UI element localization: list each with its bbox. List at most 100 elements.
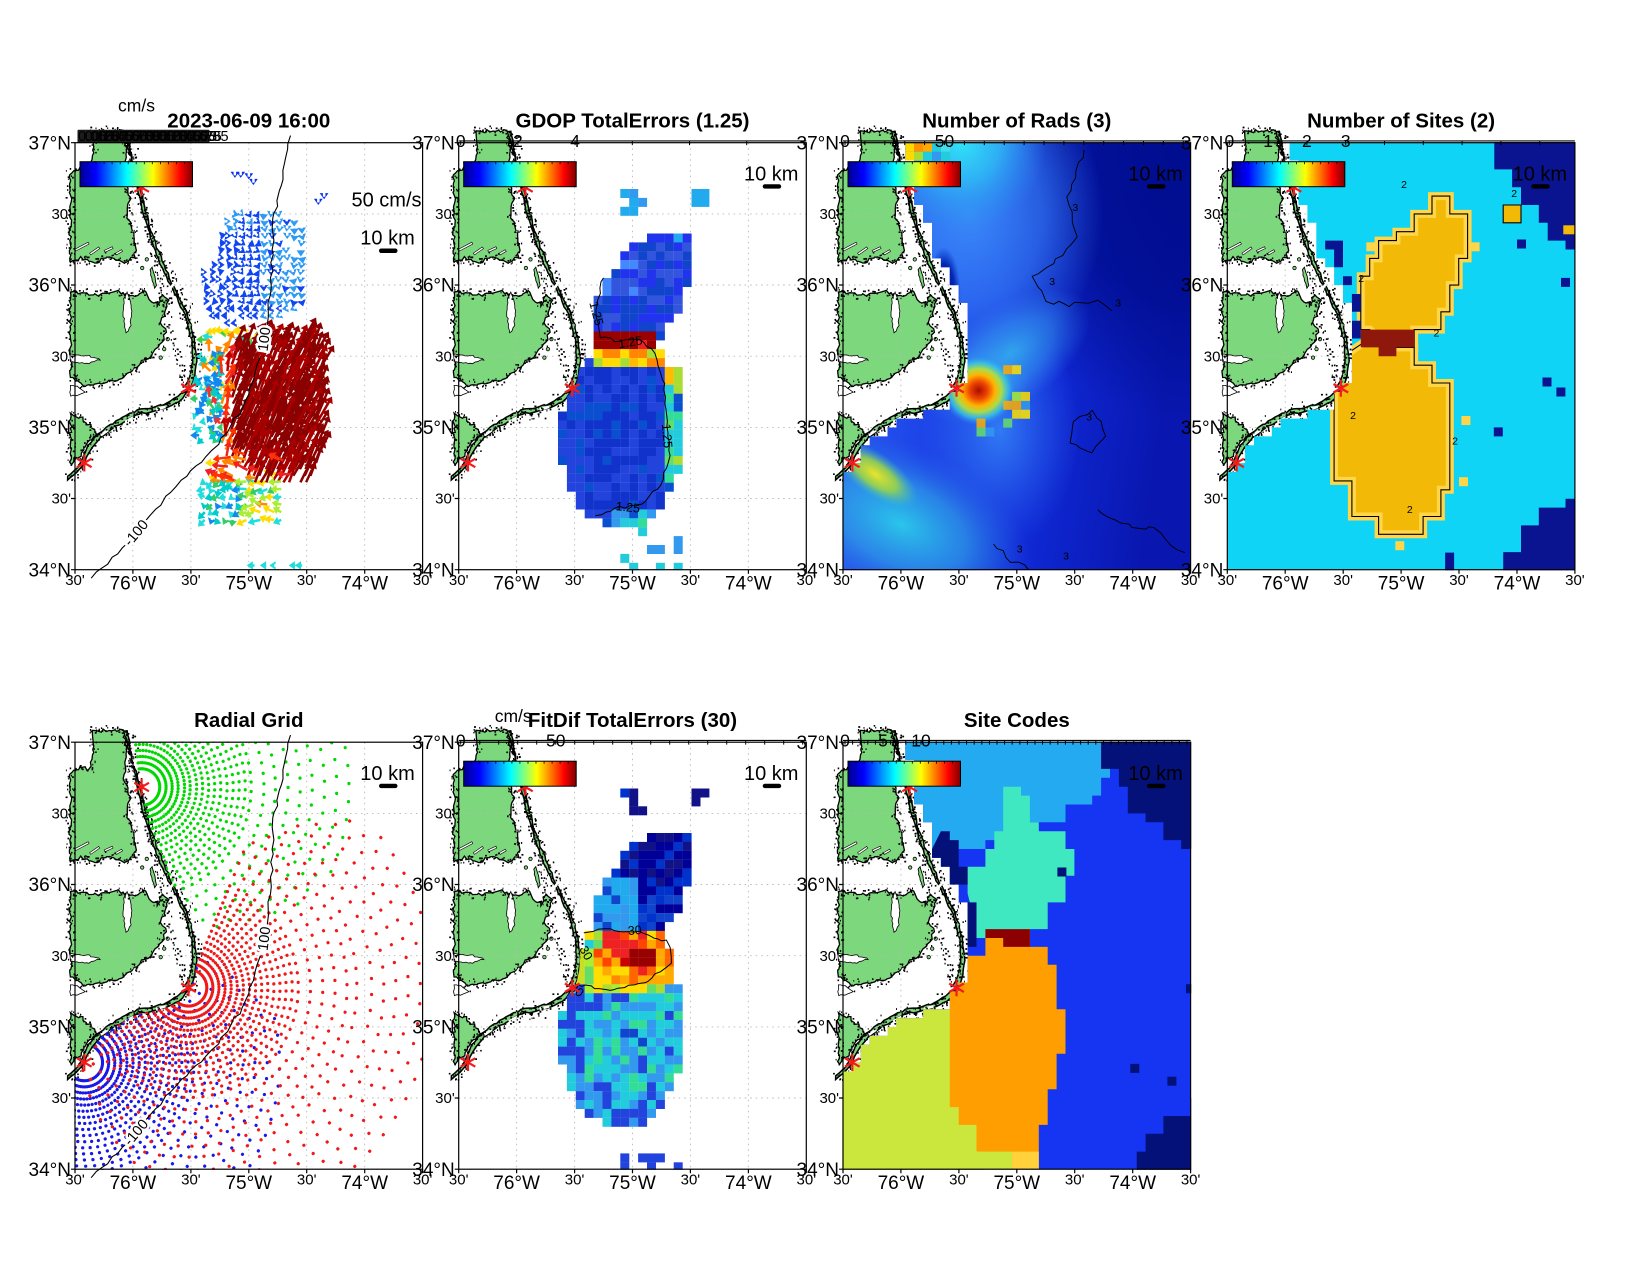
svg-text:30': 30' [181, 572, 201, 589]
svg-text:0.35: 0.35 [166, 129, 194, 145]
svg-text:Site Codes: Site Codes [964, 709, 1070, 732]
svg-text:0.25: 0.25 [92, 129, 120, 145]
svg-text:30': 30' [1449, 572, 1469, 589]
svg-text:0.35: 0.35 [98, 129, 126, 145]
svg-text:34°N: 34°N [412, 560, 454, 581]
svg-text:76°W: 76°W [110, 1173, 157, 1194]
svg-text:30': 30' [435, 491, 455, 508]
svg-text:35°N: 35°N [412, 418, 454, 439]
svg-text:1.25: 1.25 [586, 300, 606, 327]
svg-text:30': 30' [413, 1172, 433, 1189]
svg-text:30': 30' [297, 572, 317, 589]
svg-text:30': 30' [51, 348, 71, 365]
svg-text:76°W: 76°W [493, 1173, 540, 1194]
svg-text:36°N: 36°N [29, 875, 71, 896]
svg-text:1.25: 1.25 [617, 333, 643, 351]
svg-text:34°N: 34°N [29, 560, 71, 581]
svg-text:0.15: 0.15 [153, 129, 181, 145]
svg-text:76°W: 76°W [110, 574, 157, 595]
svg-text:0.65: 0.65 [187, 129, 215, 145]
svg-text:50 cm/s: 50 cm/s [351, 190, 421, 212]
svg-text:30: 30 [627, 923, 642, 938]
svg-text:30': 30' [797, 572, 817, 589]
svg-text:30': 30' [51, 206, 71, 223]
svg-text:30': 30' [435, 348, 455, 365]
svg-text:30': 30' [65, 572, 85, 589]
svg-text:76°W: 76°W [493, 574, 540, 595]
svg-text:37°N: 37°N [1181, 133, 1223, 154]
svg-text:cm/s: cm/s [118, 96, 155, 116]
svg-text:3: 3 [1115, 297, 1121, 309]
svg-text:10 km: 10 km [744, 763, 798, 785]
svg-text:50: 50 [935, 131, 955, 151]
svg-text:100: 100 [256, 926, 275, 952]
svg-text:30': 30' [181, 1172, 201, 1189]
svg-text:2: 2 [1452, 435, 1458, 447]
svg-text:76°W: 76°W [878, 1173, 925, 1194]
svg-text:30': 30' [65, 1172, 85, 1189]
svg-text:1.25: 1.25 [615, 499, 641, 515]
svg-text:35°N: 35°N [1181, 418, 1223, 439]
svg-text:30': 30' [949, 572, 969, 589]
svg-text:36°N: 36°N [29, 276, 71, 297]
svg-text:34°N: 34°N [412, 1160, 454, 1181]
svg-text:5: 5 [209, 129, 217, 145]
svg-text:3: 3 [1341, 131, 1351, 151]
svg-text:3: 3 [1072, 202, 1078, 214]
svg-text:74°W: 74°W [341, 1173, 388, 1194]
svg-text:30': 30' [681, 572, 701, 589]
svg-text:5: 5 [878, 731, 888, 751]
svg-text:30': 30' [435, 206, 455, 223]
svg-text:35°N: 35°N [797, 1018, 839, 1039]
svg-text:30': 30' [435, 806, 455, 823]
svg-text:37°N: 37°N [797, 133, 839, 154]
svg-text:30': 30' [449, 572, 469, 589]
svg-text:10 km: 10 km [744, 163, 798, 185]
svg-text:2: 2 [1407, 504, 1413, 516]
svg-text:30': 30' [51, 491, 71, 508]
svg-text:10: 10 [911, 731, 931, 751]
svg-text:74°W: 74°W [1109, 574, 1156, 595]
svg-text:0.75: 0.75 [194, 129, 222, 145]
svg-text:0: 0 [456, 131, 466, 151]
svg-text:30': 30' [1065, 1172, 1085, 1189]
svg-text:1.25: 1.25 [659, 423, 675, 449]
svg-text:0.75: 0.75 [126, 129, 154, 145]
svg-text:0.15: 0.15 [85, 129, 113, 145]
svg-text:30': 30' [565, 572, 585, 589]
svg-text:30': 30' [1333, 572, 1353, 589]
svg-text:37°N: 37°N [797, 733, 839, 754]
svg-text:30': 30' [819, 348, 839, 365]
svg-text:0.25: 0.25 [160, 129, 188, 145]
svg-text:75°W: 75°W [609, 574, 656, 595]
svg-text:0.95: 0.95 [139, 129, 167, 145]
svg-text:3: 3 [1063, 551, 1069, 563]
svg-text:75°W: 75°W [1378, 574, 1425, 595]
svg-text:74°W: 74°W [1109, 1173, 1156, 1194]
svg-text:30': 30' [435, 1090, 455, 1107]
svg-text:30': 30' [797, 1172, 817, 1189]
svg-text:100: 100 [256, 326, 275, 352]
svg-text:2: 2 [1511, 188, 1517, 200]
svg-text:30': 30' [51, 806, 71, 823]
svg-text:2: 2 [1434, 327, 1440, 339]
svg-text:35°N: 35°N [797, 418, 839, 439]
svg-text:34°N: 34°N [797, 1160, 839, 1181]
svg-text:0.65: 0.65 [119, 129, 147, 145]
svg-text:30': 30' [449, 1172, 469, 1189]
svg-text:0: 0 [456, 731, 466, 751]
svg-text:30': 30' [681, 1172, 701, 1189]
svg-text:0.85: 0.85 [200, 129, 228, 145]
svg-text:75°W: 75°W [993, 574, 1040, 595]
svg-text:2: 2 [1302, 131, 1312, 151]
svg-text:0: 0 [840, 731, 850, 751]
svg-text:0.55: 0.55 [180, 129, 208, 145]
svg-text:30': 30' [51, 948, 71, 965]
svg-text:4: 4 [570, 131, 580, 151]
svg-text:30': 30' [819, 491, 839, 508]
svg-text:37°N: 37°N [412, 733, 454, 754]
svg-text:30': 30' [565, 1172, 585, 1189]
svg-text:30: 30 [576, 944, 595, 963]
svg-text:30': 30' [819, 806, 839, 823]
svg-text:34°N: 34°N [29, 1160, 71, 1181]
